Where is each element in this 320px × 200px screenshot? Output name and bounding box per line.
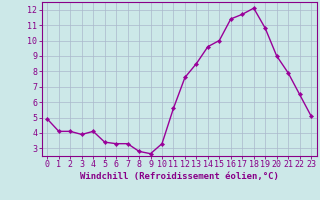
X-axis label: Windchill (Refroidissement éolien,°C): Windchill (Refroidissement éolien,°C) [80, 172, 279, 181]
